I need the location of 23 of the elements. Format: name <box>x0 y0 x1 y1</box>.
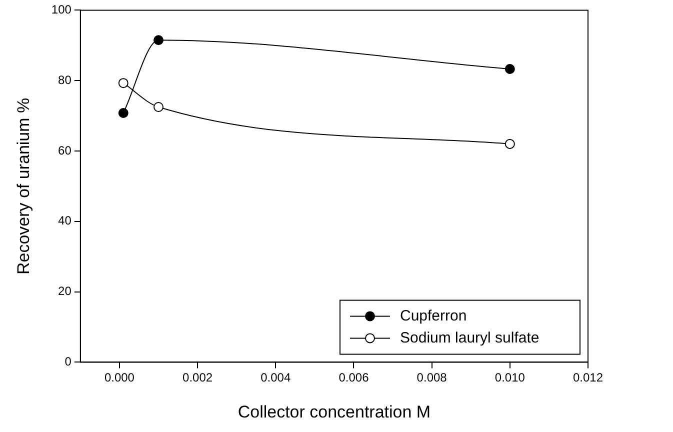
point <box>504 64 515 74</box>
point <box>118 78 128 88</box>
x-tick-label: 0.008 <box>416 370 448 385</box>
point <box>504 138 515 149</box>
point <box>118 108 128 118</box>
y-tick-label: 100 <box>51 2 72 17</box>
point <box>154 35 164 46</box>
x-axis-title: Collector concentration M <box>238 402 431 422</box>
y-tick-label: 80 <box>58 72 72 87</box>
y-tick-label: 60 <box>58 143 72 158</box>
x-tick-label: 0.002 <box>182 370 213 385</box>
y-tick-label: 0 <box>64 354 72 369</box>
y-tick-label: 20 <box>58 284 72 298</box>
legend-label: Sodium lauryl sulfate <box>400 329 540 346</box>
point <box>154 102 164 112</box>
x-tick-label: 0.012 <box>572 370 604 385</box>
x-tick-label: 0.010 <box>494 370 526 385</box>
x-tick-label: 0.006 <box>338 370 370 385</box>
x-tick-label: 0.000 <box>104 370 135 385</box>
x-tick-label: 0.004 <box>260 370 291 385</box>
y-tick-label: 40 <box>58 214 72 228</box>
legend-label: Cupferron <box>400 307 467 324</box>
y-axis-title: Recovery of uranium % <box>14 98 33 275</box>
